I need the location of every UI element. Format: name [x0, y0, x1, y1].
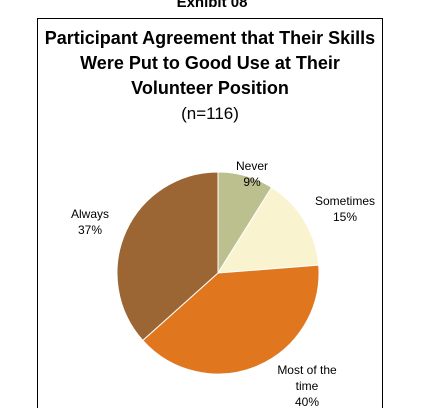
chart-frame — [37, 18, 383, 408]
pie-slice-always — [116, 171, 219, 342]
pie-slice-sometimes — [217, 186, 320, 274]
pie-slice-most-of-the-time — [142, 264, 320, 375]
slice-label-always: Always 37% — [70, 207, 109, 237]
chart-subtitle: (n=116) — [181, 104, 239, 123]
chart-title: Participant Agreement that Their Skills … — [44, 28, 376, 98]
slice-label-never: Never 9% — [235, 159, 268, 189]
exhibit-label: Exhibit 08 — [176, 0, 248, 11]
slice-label-most-of-the-time: Most of the time 40% — [277, 363, 337, 409]
slice-label-sometimes: Sometimes 15% — [314, 194, 376, 224]
